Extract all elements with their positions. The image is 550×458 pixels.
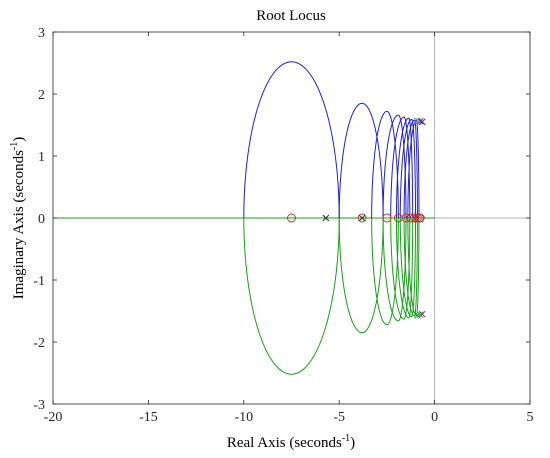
y-tick-label: 2 — [38, 88, 45, 103]
zero-marker-3 — [382, 213, 392, 223]
zero-marker-2 — [357, 213, 367, 223]
locus-branch-upper-9 — [407, 120, 420, 218]
x-axis-title: Real Axis (seconds-1) — [227, 433, 355, 451]
locus-branch-upper-1 — [243, 61, 340, 219]
zero-marker-6 — [406, 213, 416, 223]
x-tick-label: -20 — [44, 410, 63, 425]
locus-branch-lower-1 — [243, 217, 340, 375]
locus-branch-upper-4 — [382, 114, 407, 219]
zero-marker-10 — [415, 213, 425, 223]
pole-marker-real-2 — [358, 214, 366, 222]
y-tick-label: -3 — [33, 398, 45, 413]
x-tick-label: -5 — [333, 410, 345, 425]
zero-marker-5 — [401, 213, 411, 223]
x-tick-label: 5 — [527, 410, 534, 425]
y-tick-label: 1 — [38, 150, 45, 165]
x-tick-label: -15 — [139, 410, 158, 425]
locus-branch-upper-8 — [403, 119, 418, 219]
locus-branch-upper-6 — [395, 117, 414, 219]
zero-marker-1 — [287, 213, 296, 223]
pole-marker-complex-2 — [416, 117, 424, 125]
locus-branch-lower-6 — [395, 217, 414, 319]
x-tick-label: 0 — [431, 410, 438, 425]
zero-marker-7 — [410, 213, 420, 223]
x-tick-label: -10 — [234, 410, 253, 425]
y-tick-label: 3 — [38, 26, 45, 41]
pole-marker-real-1 — [322, 214, 330, 222]
locus-branch-upper-3 — [371, 110, 399, 219]
plot-area — [53, 32, 530, 404]
locus-branch-lower-8 — [403, 217, 418, 317]
locus-branch-lower-4 — [382, 217, 407, 322]
locus-branch-lower-7 — [399, 218, 417, 318]
y-axis-title: Imaginary Axis (seconds-1) — [9, 137, 27, 299]
locus-branch-upper-7 — [399, 118, 417, 218]
locus-branch-upper-2 — [338, 102, 384, 219]
locus-branch-lower-9 — [407, 218, 420, 316]
y-tick-label: -2 — [33, 336, 45, 351]
locus-branch-lower-3 — [371, 217, 399, 326]
pole-marker-complex-6 — [418, 310, 426, 318]
pole-marker-complex-3 — [418, 118, 426, 126]
locus-branch-lower-2 — [338, 217, 384, 334]
y-tick-label: -1 — [33, 274, 45, 289]
pole-marker-complex-5 — [416, 311, 424, 319]
y-tick-label: 0 — [38, 212, 45, 227]
chart-title: Root Locus — [256, 8, 326, 24]
